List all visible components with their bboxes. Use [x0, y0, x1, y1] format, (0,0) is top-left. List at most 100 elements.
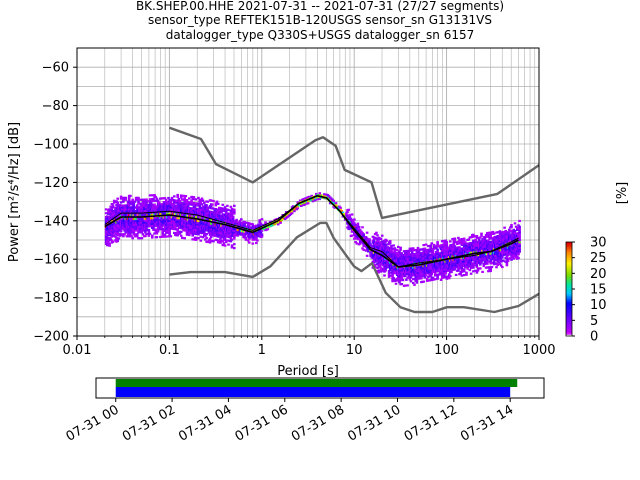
- heatmap-cell: [481, 242, 484, 245]
- heatmap-cell: [400, 258, 404, 261]
- x-tick-label: 100: [434, 343, 459, 358]
- heatmap-cell: [298, 199, 302, 202]
- heatmap-cell: [205, 236, 208, 239]
- heatmap-cell: [376, 266, 379, 269]
- heatmap-cell: [419, 275, 422, 278]
- colorbar-segment: [566, 281, 572, 284]
- heatmap-cell: [223, 238, 227, 241]
- heatmap-cell: [489, 267, 492, 271]
- heatmap-cell: [503, 226, 506, 229]
- heatmap-cell: [140, 231, 144, 234]
- heatmap-cell: [132, 231, 136, 234]
- heatmap-cell: [264, 221, 267, 224]
- heatmap-cell: [111, 210, 115, 213]
- heatmap-cell: [166, 229, 169, 232]
- heatmap-cell: [509, 251, 512, 254]
- heatmap-cell: [235, 220, 238, 223]
- heatmap-cell: [175, 205, 178, 208]
- heatmap-cell: [136, 204, 139, 207]
- heatmap-cell: [459, 272, 462, 275]
- heatmap-cell: [124, 231, 128, 234]
- heatmap-cell: [179, 196, 183, 199]
- heatmap-cell: [154, 195, 158, 199]
- colorbar-segment: [566, 321, 572, 324]
- heatmap-cell: [460, 238, 464, 241]
- heatmap-cell: [482, 264, 486, 268]
- heatmap-cell: [504, 233, 507, 236]
- colorbar-segment: [566, 260, 572, 263]
- heatmap-cell: [497, 255, 501, 258]
- colorbar-segment: [566, 248, 572, 251]
- heatmap-cell: [192, 196, 196, 199]
- heatmap-cell: [479, 242, 482, 245]
- heatmap-cell: [176, 228, 179, 231]
- heatmap-cell: [502, 230, 505, 234]
- heatmap-cell: [199, 206, 203, 209]
- heatmap-cell: [114, 231, 117, 234]
- heatmap-cell: [116, 197, 119, 200]
- heatmap-cell: [412, 255, 415, 258]
- heatmap-cell: [194, 229, 198, 232]
- heatmap-cell: [145, 202, 148, 205]
- heatmap-cell: [440, 270, 444, 274]
- x-tick-label: 0.1: [159, 343, 180, 358]
- heatmap-cell: [181, 236, 184, 239]
- heatmap-cell: [469, 261, 473, 264]
- heatmap-cell: [423, 247, 427, 250]
- heatmap-cell: [416, 277, 420, 280]
- heatmap-cell: [199, 229, 203, 233]
- heatmap-cell: [125, 204, 129, 207]
- heatmap-cell: [119, 230, 123, 233]
- heatmap-cell: [405, 278, 408, 281]
- heatmap-cell: [464, 243, 467, 246]
- heatmap-cell: [226, 204, 229, 207]
- heatmap-cell: [203, 230, 206, 233]
- heatmap-cell: [201, 209, 205, 212]
- heatmap-cell: [486, 258, 489, 261]
- heatmap-cell: [483, 262, 487, 266]
- heatmap-cell: [222, 242, 226, 245]
- chart-title-line-3: datalogger_type Q330S+USGS datalogger_sn…: [165, 28, 475, 42]
- colorbar-segment: [566, 262, 572, 265]
- chart-title-line-1: BK.SHEP.00.HHE 2021-07-31 -- 2021-07-31 …: [135, 0, 505, 13]
- heatmap-cell: [518, 229, 521, 232]
- heatmap-cell: [159, 203, 162, 206]
- heatmap-cell: [424, 274, 428, 277]
- heatmap-cell: [230, 238, 234, 241]
- heatmap-cell: [476, 244, 480, 247]
- heatmap-cell: [483, 237, 487, 241]
- heatmap-cell: [179, 234, 183, 237]
- heatmap-cell: [127, 198, 131, 201]
- heatmap-cell: [108, 208, 111, 211]
- heatmap-cell: [248, 235, 251, 238]
- heatmap-cell: [255, 236, 258, 239]
- heatmap-cell: [436, 241, 439, 244]
- psd-plot-frame: [76, 47, 540, 337]
- heatmap-cell: [425, 277, 429, 280]
- heatmap-cell: [417, 250, 421, 253]
- heatmap-cell: [163, 197, 167, 200]
- heatmap-cell: [447, 273, 451, 276]
- heatmap-cell: [184, 204, 188, 207]
- heatmap-cell: [168, 233, 171, 236]
- heatmap-cell: [201, 199, 205, 202]
- heatmap-cell: [192, 228, 196, 231]
- heatmap-cell: [176, 234, 179, 237]
- heatmap-cell: [104, 239, 108, 242]
- heatmap-cell: [110, 212, 114, 215]
- heatmap-cell: [475, 235, 479, 238]
- heatmap-cell: [223, 206, 227, 209]
- heatmap-cell: [155, 232, 159, 235]
- heatmap-cell: [499, 233, 503, 236]
- heatmap-cell: [137, 196, 140, 199]
- heatmap-cell: [439, 248, 443, 251]
- heatmap-cell: [167, 223, 170, 226]
- heatmap-cell: [140, 237, 144, 240]
- heatmap-cell: [220, 211, 223, 214]
- heatmap-cell: [427, 252, 430, 255]
- heatmap-cell: [406, 284, 409, 287]
- low-noise-model-line: [169, 221, 540, 314]
- heatmap-cell: [400, 252, 404, 255]
- heatmap-cell: [185, 200, 189, 204]
- heatmap-cell: [185, 225, 189, 229]
